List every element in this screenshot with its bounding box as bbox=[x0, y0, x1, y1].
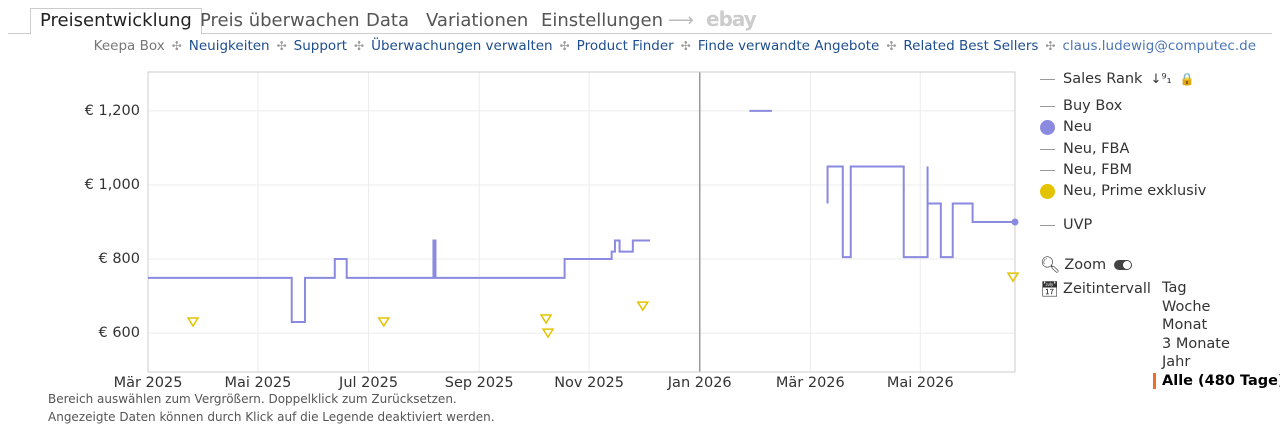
legend-label: Buy Box bbox=[1063, 98, 1123, 114]
calendar-icon: 📅︎ bbox=[1040, 280, 1060, 298]
footnote: Bereich auswählen zum Vergrößern. Doppel… bbox=[48, 392, 457, 406]
price-marker bbox=[186, 317, 200, 328]
tab-line bbox=[8, 33, 1272, 34]
legend-label: Neu, Prime exklusiv bbox=[1063, 183, 1207, 199]
x-tick-label: Mai 2025 bbox=[224, 375, 291, 391]
price-marker bbox=[539, 314, 553, 325]
nav-bar: Keepa Box ✣ Neuigkeiten ✣ Support ✣ Überwac… bbox=[94, 38, 1256, 54]
legend-dot bbox=[1040, 183, 1055, 199]
nav-link[interactable]: Product Finder bbox=[576, 38, 674, 54]
price-line bbox=[826, 165, 1015, 259]
separator: ✣ bbox=[354, 39, 365, 53]
legend-item[interactable]: Neu bbox=[1040, 119, 1092, 135]
interval-option[interactable]: Woche bbox=[1162, 298, 1211, 315]
tab[interactable]: Preis überwachen bbox=[200, 10, 360, 31]
tab[interactable]: Variationen bbox=[426, 10, 529, 31]
separator: ✣ bbox=[171, 39, 182, 53]
toggle-switch bbox=[1114, 259, 1133, 270]
tab[interactable]: Einstellungen bbox=[541, 10, 664, 31]
legend-line bbox=[1040, 105, 1055, 107]
separator: ✣ bbox=[559, 39, 570, 53]
end-point bbox=[1011, 218, 1019, 226]
nav-link[interactable]: Support bbox=[293, 38, 348, 54]
legend-label: Sales Rank bbox=[1063, 71, 1143, 87]
price-line bbox=[148, 239, 651, 323]
sort-icon: ↓⁹₁ bbox=[1150, 71, 1172, 87]
y-tick-label: € 1,000 bbox=[85, 177, 140, 193]
x-tick-label: Mär 2025 bbox=[114, 375, 183, 391]
plot-frame bbox=[147, 71, 1016, 373]
tab[interactable]: Preisentwicklung bbox=[30, 8, 202, 35]
separator: ✣ bbox=[680, 39, 691, 53]
legend-label: Neu, FBM bbox=[1063, 162, 1132, 178]
separator: ✣ bbox=[276, 39, 287, 53]
legend-item[interactable]: Neu, Prime exklusiv bbox=[1040, 183, 1206, 199]
interval-option[interactable]: Tag bbox=[1162, 280, 1187, 296]
search-icon: 🔍︎ bbox=[1040, 255, 1061, 274]
zoom-label: Zoom bbox=[1064, 256, 1107, 273]
legend-item[interactable]: Neu, FBM bbox=[1040, 162, 1132, 178]
user-link[interactable]: claus.ludewig@computec.de bbox=[1062, 38, 1256, 54]
x-tick-label: Jan 2026 bbox=[667, 375, 732, 391]
y-tick-label: € 600 bbox=[98, 325, 140, 341]
legend-item[interactable]: Sales Rank ↓⁹₁ 🔒 bbox=[1040, 71, 1195, 87]
interval-label-row: 📅︎ Zeitintervall bbox=[1040, 280, 1151, 298]
nav-label: Keepa Box bbox=[93, 38, 165, 54]
legend-line bbox=[1040, 148, 1055, 150]
legend-line bbox=[1040, 224, 1055, 226]
price-marker bbox=[541, 328, 555, 339]
nav-link[interactable]: Related Best Sellers bbox=[903, 38, 1039, 54]
zoom-toggle[interactable]: 🔍︎ Zoom bbox=[1040, 255, 1133, 274]
x-tick-label: Mär 2026 bbox=[776, 375, 845, 391]
chart: € 600 € 800 € 1,000 € 1,200 Mär 2025 Mai 2025… bbox=[85, 71, 1020, 391]
interval-option[interactable]: Monat bbox=[1162, 317, 1208, 333]
interval-option[interactable]: 3 Monate bbox=[1162, 335, 1230, 352]
x-tick-label: Jul 2025 bbox=[338, 375, 398, 391]
price-marker bbox=[377, 317, 391, 328]
price-marker bbox=[1006, 272, 1020, 283]
legend-line bbox=[1040, 169, 1055, 171]
nav-link[interactable]: Überwachungen verwalten bbox=[371, 38, 553, 54]
legend-label: Neu bbox=[1063, 119, 1092, 135]
separator: ✣ bbox=[886, 39, 897, 53]
interval-label: Zeitintervall bbox=[1063, 281, 1151, 297]
legend-label: Neu, FBA bbox=[1063, 141, 1130, 157]
legend-item[interactable]: Neu, FBA bbox=[1040, 141, 1129, 157]
legend-line bbox=[1040, 78, 1055, 80]
tab[interactable]: ebay bbox=[706, 7, 757, 31]
y-tick-label: € 800 bbox=[98, 251, 140, 267]
tab[interactable]: Data bbox=[366, 10, 409, 31]
legend-item[interactable]: UVP bbox=[1040, 217, 1092, 233]
price-marker bbox=[636, 301, 650, 312]
legend-item[interactable]: Buy Box bbox=[1040, 98, 1122, 114]
lock-icon: 🔒 bbox=[1179, 72, 1195, 86]
x-tick-label: Nov 2025 bbox=[554, 375, 624, 391]
interval-option[interactable]: Jahr bbox=[1162, 354, 1191, 370]
footnote: Angezeigte Daten können durch Klick auf … bbox=[48, 410, 495, 424]
nav-link[interactable]: Neuigkeiten bbox=[188, 38, 270, 54]
x-tick-label: Sep 2025 bbox=[445, 375, 514, 391]
legend-label: UVP bbox=[1063, 217, 1093, 233]
separator: ✣ bbox=[1045, 39, 1056, 53]
nav-link[interactable]: Finde verwandte Angebote bbox=[697, 38, 880, 54]
y-tick-label: € 1,200 bbox=[85, 103, 140, 119]
legend-dot bbox=[1040, 119, 1055, 135]
arrow-icon: ⟶ bbox=[668, 10, 694, 31]
interval-option[interactable]: Alle (480 Tage) bbox=[1153, 372, 1280, 389]
x-tick-label: Mai 2026 bbox=[887, 375, 954, 391]
